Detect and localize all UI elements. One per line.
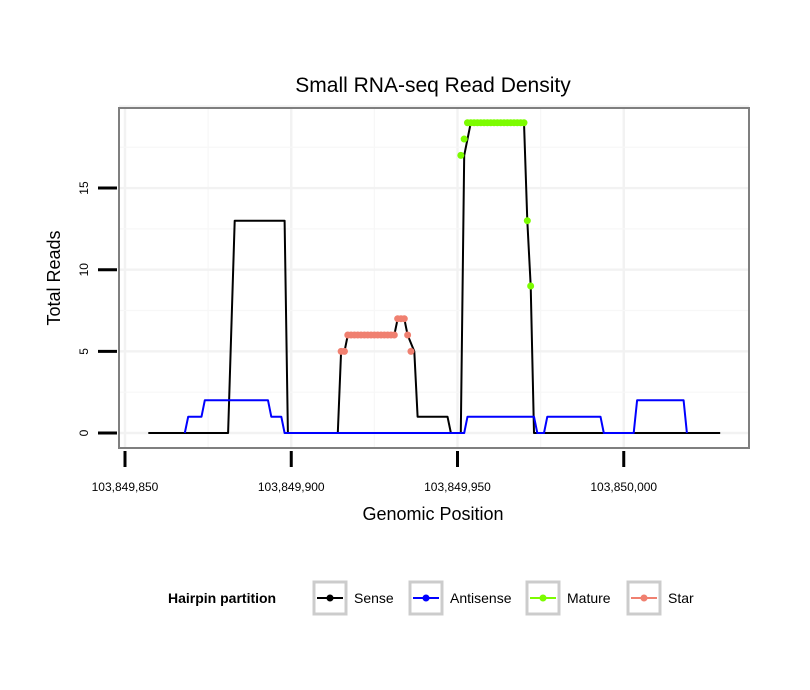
data-point-star — [407, 347, 415, 355]
chart-title: Small RNA-seq Read Density — [295, 74, 571, 97]
y-axis-title: Total Reads — [44, 230, 64, 325]
data-point-star — [340, 347, 348, 355]
legend-label: Antisense — [450, 590, 512, 606]
legend-label: Star — [668, 590, 694, 606]
y-tick-label: 15 — [77, 181, 91, 195]
data-point-star — [404, 331, 412, 339]
x-tick-label: 103,850,000 — [590, 480, 657, 494]
series-points-star — [337, 315, 415, 355]
data-point-mature — [520, 119, 528, 127]
legend-key-point — [640, 594, 648, 602]
plot-border — [118, 107, 750, 449]
y-tick-label: 10 — [77, 263, 91, 277]
plot-background — [119, 108, 749, 448]
grid-lines — [119, 105, 749, 448]
data-point-mature — [460, 135, 468, 143]
y-axis: 0 5 10 15 — [77, 181, 117, 436]
data-point-mature — [457, 151, 465, 159]
legend-entries: Sense Antisense Mature Star — [312, 580, 694, 616]
series-layer — [148, 119, 721, 434]
x-tick-label: 103,849,900 — [258, 480, 325, 494]
data-point-star — [400, 315, 408, 323]
legend-label: Mature — [567, 590, 611, 606]
data-point-mature — [523, 217, 531, 225]
data-point-star — [390, 331, 398, 339]
legend-key-point — [539, 594, 547, 602]
legend-key-point — [326, 594, 334, 602]
legend-key-point — [422, 594, 430, 602]
legend-entry-star: Star — [626, 580, 694, 616]
data-point-mature — [527, 282, 535, 290]
x-tick-label: 103,849,850 — [92, 480, 159, 494]
y-tick-label: 0 — [77, 429, 91, 436]
x-axis: 103,849,850 103,849,900 103,849,950 103,850… — [92, 451, 657, 494]
legend-entry-sense: Sense — [312, 580, 394, 616]
legend-title: Hairpin partition — [168, 590, 276, 606]
series-line-antisense — [183, 399, 688, 434]
x-axis-title: Genomic Position — [362, 504, 503, 524]
x-tick-label: 103,849,950 — [424, 480, 491, 494]
legend: Hairpin partition Sense Antisense Mature St… — [168, 580, 694, 616]
legend-label: Sense — [354, 590, 394, 606]
y-tick-label: 5 — [77, 348, 91, 355]
series-points-mature — [457, 119, 535, 290]
legend-entry-mature: Mature — [525, 580, 611, 616]
legend-entry-antisense: Antisense — [408, 580, 512, 616]
